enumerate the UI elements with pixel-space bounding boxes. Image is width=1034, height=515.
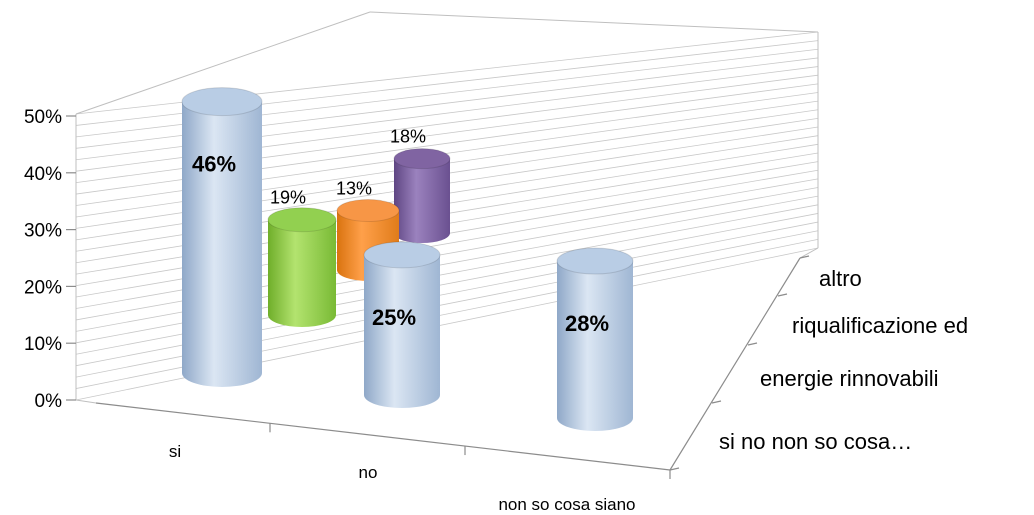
floor-edge bbox=[799, 247, 819, 259]
y-tick-labels: 0% 10% 20% 30% 40% 50% bbox=[24, 107, 62, 412]
wall-edge bbox=[369, 11, 819, 33]
depth-tick-mark bbox=[711, 400, 722, 404]
bar-top bbox=[556, 247, 634, 275]
axes bbox=[66, 115, 810, 479]
wall-edge bbox=[75, 11, 371, 115]
depth-tick-mark bbox=[799, 255, 810, 259]
bar-body bbox=[182, 101, 262, 387]
bar-body bbox=[394, 158, 450, 243]
bar-si-0: 46% bbox=[181, 87, 263, 387]
bar-body bbox=[557, 261, 633, 431]
bar-si-1: 25% bbox=[363, 241, 441, 408]
data-label: 28% bbox=[565, 311, 609, 336]
depth-tick-mark bbox=[669, 467, 680, 471]
bar-body bbox=[364, 254, 440, 408]
bar-altro-0: 18% bbox=[390, 127, 451, 243]
bar-riqualificazione-0: 13% bbox=[336, 179, 400, 281]
category-label: si bbox=[169, 442, 181, 461]
depth-axis-line bbox=[669, 257, 801, 471]
series-depth-label: altro bbox=[819, 266, 862, 291]
y-tick-label: 0% bbox=[35, 391, 63, 412]
bar-top bbox=[181, 87, 263, 117]
series-depth-label: riqualificazione ed bbox=[792, 313, 968, 338]
bar-top bbox=[393, 148, 451, 170]
bar-top bbox=[336, 199, 400, 223]
y-tick-label: 30% bbox=[24, 221, 62, 242]
bar-si-2: 28% bbox=[556, 247, 634, 431]
series-depth-labels: si no non so cosa… energie rinnovabili riq… bbox=[719, 266, 968, 454]
bar-energie-0: 19% bbox=[267, 188, 337, 327]
y-tick-label: 10% bbox=[24, 334, 62, 355]
category-labels: si no non so cosa siano bbox=[169, 442, 636, 514]
data-label: 19% bbox=[270, 188, 306, 208]
series-depth-label: si no non so cosa… bbox=[719, 429, 912, 454]
data-label: 13% bbox=[336, 179, 372, 199]
bar-body bbox=[268, 219, 336, 327]
bar-top bbox=[267, 207, 337, 233]
series-depth-label: energie rinnovabili bbox=[760, 366, 939, 391]
category-label: non so cosa siano bbox=[498, 495, 635, 514]
y-tick-label: 50% bbox=[24, 107, 62, 128]
category-label: no bbox=[359, 463, 378, 482]
data-label: 25% bbox=[372, 305, 416, 330]
x-axis-line bbox=[95, 402, 671, 471]
floor-edge bbox=[75, 399, 97, 404]
depth-tick-mark bbox=[747, 342, 758, 346]
y-tick-label: 40% bbox=[24, 164, 62, 185]
y-tick-label: 20% bbox=[24, 277, 62, 298]
depth-tick-mark bbox=[777, 293, 788, 297]
bar-top bbox=[363, 241, 441, 269]
bars: 18% 13% 19% 46% 25% 28% bbox=[181, 87, 634, 431]
data-label: 46% bbox=[192, 152, 236, 177]
data-label: 18% bbox=[390, 127, 426, 147]
